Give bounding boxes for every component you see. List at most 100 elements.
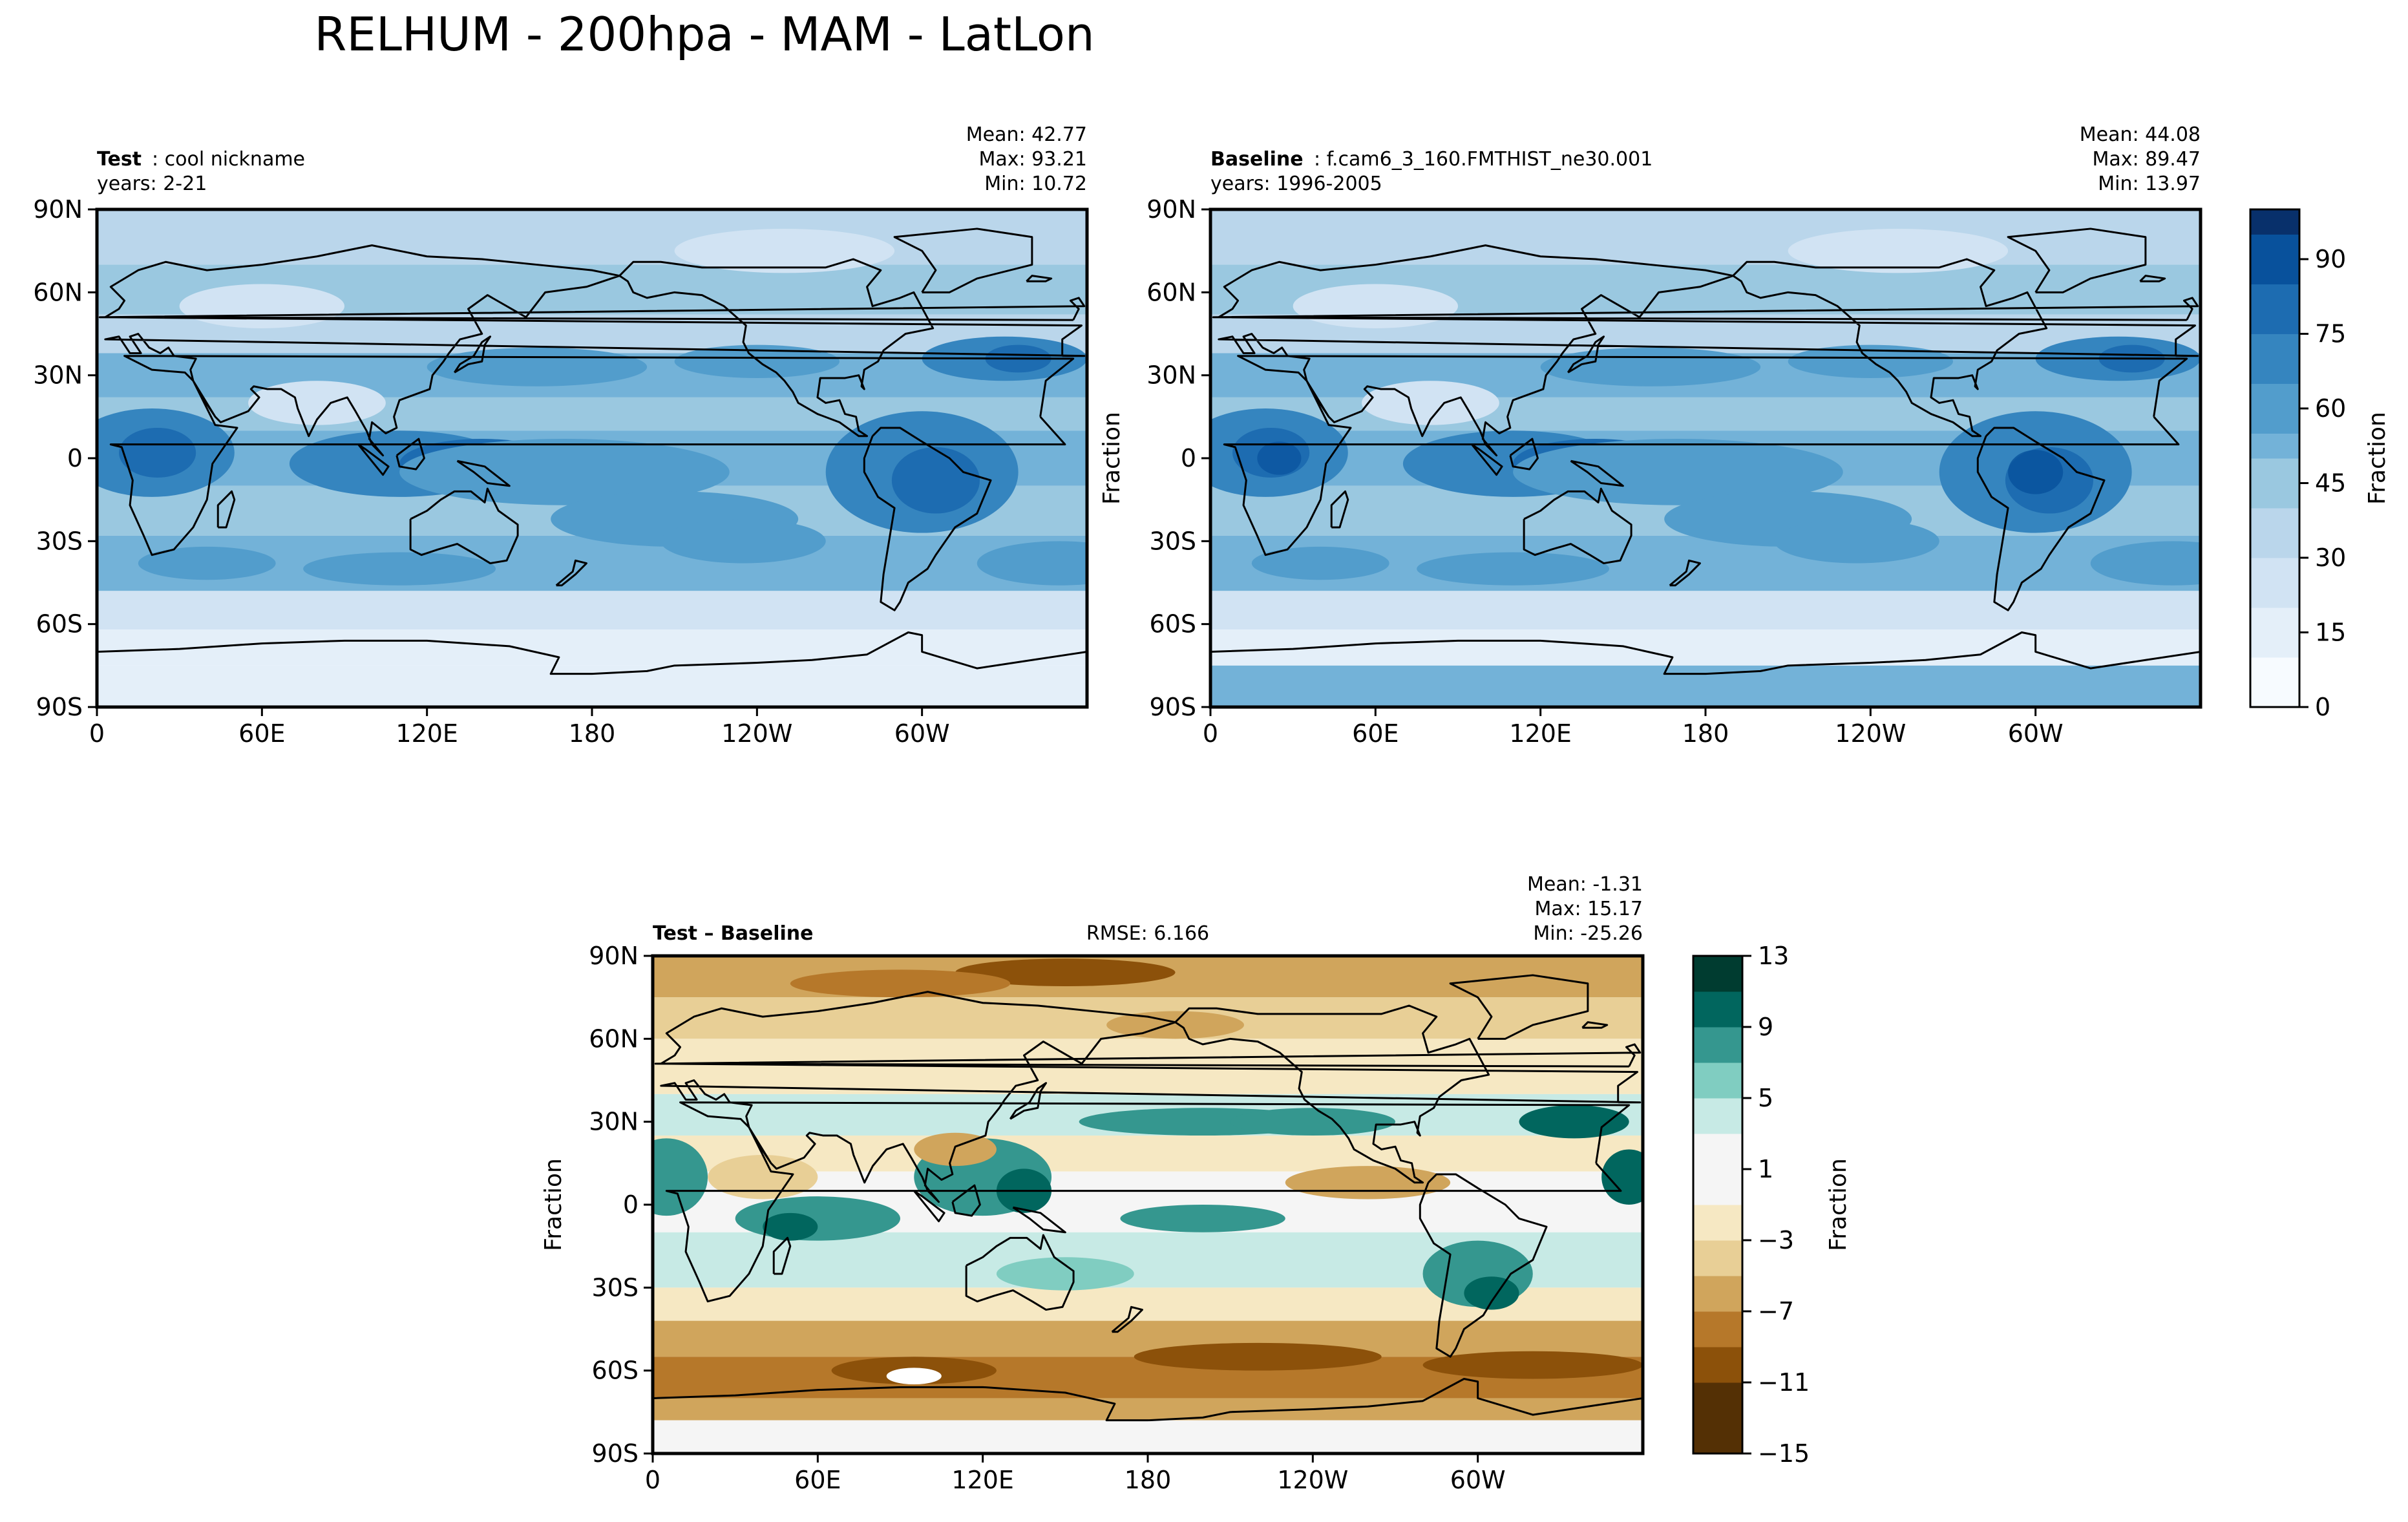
colorbar-tick-label: 90 — [2315, 245, 2346, 273]
map-test — [97, 209, 1087, 707]
panel-diff: Test – Baseline RMSE: 6.166 Mean: -1.31 … — [540, 873, 1645, 1494]
y-tick-label: 60S — [36, 610, 83, 639]
colorbar-tick-label: 13 — [1758, 942, 1789, 970]
x-tick-label: 0 — [1203, 719, 1218, 748]
colorbar-segment — [2250, 632, 2299, 658]
x-tick-label: 120W — [1835, 719, 1906, 748]
y-tick-label: 90N — [33, 195, 83, 224]
colorbar-bottom-frame — [1692, 955, 1744, 1455]
panel-baseline-ylabel: Fraction — [1099, 412, 1125, 505]
colorbar-tick-label: 45 — [2315, 469, 2346, 498]
y-tick-label: 0 — [1181, 444, 1196, 472]
colorbar-segment — [2250, 682, 2299, 708]
x-tick-label: 180 — [1125, 1466, 1172, 1494]
y-tick-label: 90N — [589, 942, 639, 970]
panel-test: Test : cool nickname years: 2-21 Mean: 4… — [33, 123, 1089, 748]
colorbar-segment — [2250, 558, 2299, 583]
x-tick-label: 60W — [2008, 719, 2064, 748]
colorbar-tick-label: 60 — [2315, 394, 2346, 423]
y-tick-label: 30S — [1150, 527, 1196, 555]
panel-baseline-title-rest: : f.cam6_3_160.FMTHIST_ne30.001 — [1314, 148, 1653, 171]
colorbar-segment — [1693, 1205, 1742, 1241]
colorbar-tick-label: 1 — [1758, 1155, 1773, 1183]
x-tick-label: 180 — [569, 719, 616, 748]
colorbar-tick-label: 30 — [2315, 544, 2346, 572]
colorbar-segment — [1693, 1347, 1742, 1383]
y-tick-label: 30S — [36, 527, 83, 555]
colorbar-segment — [2250, 458, 2299, 483]
colorbar-top-label: Fraction — [2364, 412, 2391, 505]
land-outline — [97, 227, 1087, 675]
colorbar-segment — [1693, 1240, 1742, 1276]
panel-baseline-stat-mean: Mean: 44.08 — [2080, 123, 2201, 146]
y-tick-label: 60S — [592, 1357, 639, 1385]
map-baseline — [1210, 209, 2201, 707]
y-tick-label: 0 — [67, 444, 83, 472]
colorbar-segment — [1693, 956, 1742, 992]
colorbar-segment — [2250, 408, 2299, 434]
panel-baseline-stat-max: Max: 89.47 — [2092, 148, 2201, 171]
colorbar-segment — [1693, 1418, 1742, 1454]
x-tick-label: 60E — [794, 1466, 841, 1494]
x-tick-label: 120W — [1277, 1466, 1348, 1494]
colorbar-segment — [2250, 284, 2299, 310]
panel-test-title-bold: Test — [97, 148, 142, 171]
y-tick-label: 60N — [33, 278, 83, 306]
colorbar-segment — [2250, 383, 2299, 409]
colorbar-top: 0 15 30 45 60 75 90 Fraction — [2249, 208, 2391, 721]
panel-test-title-rest: : cool nickname — [152, 148, 305, 171]
panel-diff-title: Test – Baseline — [653, 922, 814, 945]
colorbar-segment — [1693, 1062, 1742, 1099]
figure-title: RELHUM - 200hpa - MAM - LatLon — [314, 7, 1094, 61]
y-tick-label: 90S — [592, 1439, 639, 1468]
panel-baseline-title-bold: Baseline — [1210, 148, 1304, 171]
colorbar-segment — [1693, 1134, 1742, 1170]
x-tick-label: 120E — [396, 719, 458, 748]
colorbar-segment — [2250, 433, 2299, 459]
y-tick-label: 60N — [1146, 278, 1196, 306]
x-tick-label: 120W — [721, 719, 792, 748]
colorbar-tick-label: −7 — [1758, 1297, 1794, 1326]
x-tick-label: 60E — [238, 719, 285, 748]
x-tick-label: 60E — [1352, 719, 1399, 748]
colorbar-segment — [2250, 483, 2299, 509]
colorbar-segment — [2250, 657, 2299, 682]
colorbar-tick-label: 5 — [1758, 1084, 1773, 1112]
y-tick-label: 60S — [1150, 610, 1196, 639]
y-tick-label: 30N — [1146, 361, 1196, 390]
land-outline — [1210, 227, 2201, 675]
panel-diff-ylabel: Fraction — [540, 1158, 567, 1251]
colorbar-segment — [2250, 309, 2299, 334]
colorbar-segment — [1693, 1311, 1742, 1348]
x-tick-label: 120E — [1509, 719, 1572, 748]
colorbar-segment — [2250, 209, 2299, 235]
panel-test-years: years: 2-21 — [97, 173, 207, 195]
x-tick-label: 0 — [89, 719, 105, 748]
colorbar-segment — [2250, 333, 2299, 359]
panel-test-stat-mean: Mean: 42.77 — [966, 123, 1087, 146]
colorbar-bottom-label: Fraction — [1825, 1158, 1852, 1251]
panel-diff-stat-min: Min: -25.26 — [1533, 922, 1643, 945]
colorbar-segment — [2250, 582, 2299, 608]
colorbar-segment — [1693, 1276, 1742, 1312]
colorbar-segment — [1693, 1098, 1742, 1134]
colorbar-segment — [1693, 1027, 1742, 1063]
colorbar-segment — [2250, 259, 2299, 284]
colorbar-segment — [1693, 1169, 1742, 1205]
colorbar-segment — [2250, 359, 2299, 384]
y-tick-label: 30N — [589, 1108, 639, 1136]
panel-diff-stat-mean: Mean: -1.31 — [1527, 873, 1643, 896]
y-tick-label: 30N — [33, 361, 83, 390]
colorbar-segment — [2250, 608, 2299, 633]
panel-test-stat-max: Max: 93.21 — [978, 148, 1087, 171]
panel-baseline-stat-min: Min: 13.97 — [2098, 173, 2201, 195]
y-tick-label: 90S — [1150, 693, 1196, 721]
panel-baseline: Baseline : f.cam6_3_160.FMTHIST_ne30.001… — [1099, 123, 2202, 748]
panel-test-stat-min: Min: 10.72 — [984, 173, 1087, 195]
panel-diff-rmse: RMSE: 6.166 — [1086, 922, 1209, 945]
colorbar-tick-label: 15 — [2315, 618, 2346, 647]
y-tick-label: 0 — [623, 1190, 639, 1219]
colorbar-segment — [2250, 508, 2299, 533]
x-tick-label: 0 — [645, 1466, 660, 1494]
colorbar-tick-label: 75 — [2315, 320, 2346, 348]
